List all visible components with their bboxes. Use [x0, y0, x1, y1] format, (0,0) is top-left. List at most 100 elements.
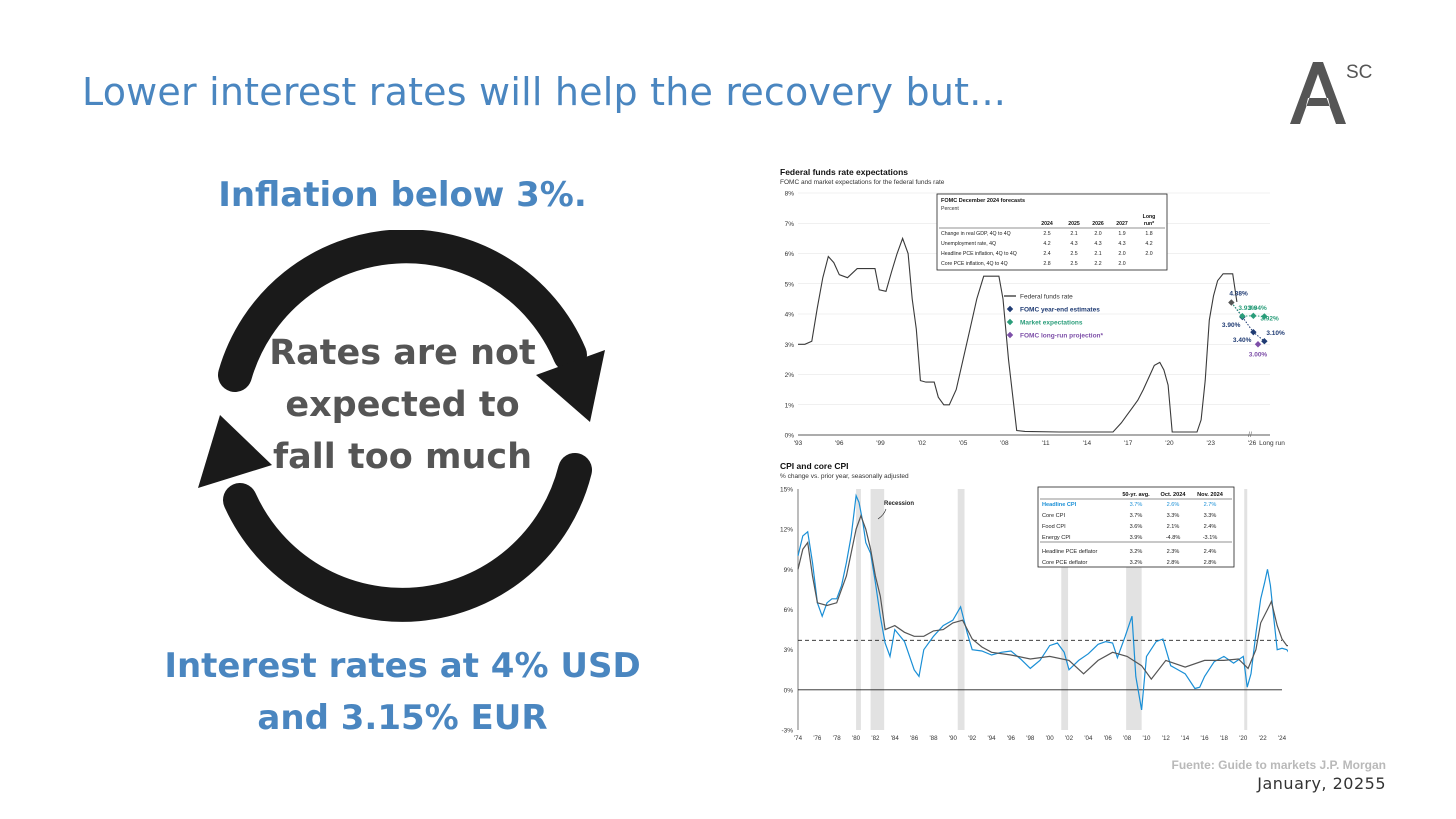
cpi-y-tick-label: 0% — [784, 687, 794, 694]
cpi-y-tick-label: 6% — [784, 607, 794, 614]
fed-y-tick-label: 5% — [785, 281, 795, 288]
fed-y-tick-label: 7% — [785, 221, 795, 228]
market-expectation-point — [1239, 312, 1246, 320]
cpi-table-cell: 3.3% — [1204, 513, 1217, 519]
fomc-estimate-label: 4.38% — [1229, 291, 1248, 298]
fomc-table-cell: 4.3 — [1118, 241, 1125, 247]
fomc-table-row-label: Headline PCE inflation, 4Q to 4Q — [941, 251, 1017, 257]
fomc-table-cell: 2.0 — [1094, 231, 1101, 237]
fomc-estimate-label: 3.90% — [1222, 322, 1241, 329]
market-expectation-label: 3.92% — [1260, 315, 1279, 322]
interest-headline: Interest rates at 4% USD and 3.15% EUR — [130, 640, 675, 744]
fomc-table-col-header: 2025 — [1068, 221, 1080, 227]
fomc-table-cell: 2.1 — [1070, 231, 1077, 237]
interest-headline-line: Interest rates at 4% USD — [164, 646, 641, 686]
logo-letter-a — [1290, 62, 1346, 124]
cpi-table-cell: 3.9% — [1130, 535, 1143, 541]
long-run-point — [1254, 341, 1262, 348]
fomc-table-row-label: Core PCE inflation, 4Q to 4Q — [941, 261, 1008, 267]
fomc-estimate-point — [1261, 338, 1268, 345]
cpi-table-cell: 3.6% — [1130, 524, 1143, 530]
cpi-table-cell: 3.3% — [1167, 513, 1180, 519]
cpi-table-cell: -4.8% — [1166, 535, 1181, 541]
legend-diamond-swatch — [1006, 331, 1014, 339]
cpi-table-cell: 2.7% — [1204, 502, 1217, 508]
cpi-y-tick-label: 15% — [780, 487, 793, 494]
fomc-estimate-label: 3.10% — [1266, 330, 1285, 337]
cpi-y-tick-label: 12% — [780, 527, 793, 534]
jpm-charts: Federal funds rate expectations FOMC and … — [780, 167, 1288, 742]
legend-diamond-swatch — [1006, 318, 1014, 326]
fomc-table-col-header: run* — [1144, 221, 1155, 227]
market-expectation-label: 3.94% — [1248, 305, 1267, 312]
fomc-table-cell: 4.2 — [1043, 241, 1050, 247]
cpi-x-tick-label: '12 — [1162, 735, 1171, 742]
fed-legend-label: Federal funds rate — [1020, 294, 1073, 301]
cpi-table-col-header: Nov. 2024 — [1197, 492, 1224, 498]
fomc-table-cell: 2.1 — [1094, 251, 1101, 257]
cpi-table-col-header: 50-yr. avg. — [1122, 492, 1150, 498]
cpi-x-tick-label: '82 — [871, 735, 880, 742]
cpi-x-tick-label: '76 — [813, 735, 822, 742]
fomc-table-col-header: Long — [1143, 214, 1156, 220]
recession-band — [1244, 489, 1248, 730]
cpi-x-tick-label: '16 — [1201, 735, 1210, 742]
cpi-table-cell: 2.8% — [1167, 560, 1180, 566]
cpi-table-row-label: Energy CPI — [1042, 535, 1071, 541]
fed-x-tick-label: '23 — [1206, 440, 1215, 447]
inflation-headline: Inflation below 3%. — [218, 175, 587, 215]
cpi-table-box — [1037, 486, 1235, 568]
center-text-line: expected to — [285, 385, 520, 425]
fomc-table-cell: 4.3 — [1094, 241, 1101, 247]
fomc-table-box — [936, 193, 1168, 271]
fomc-table-cell: 2.5 — [1070, 261, 1077, 267]
recession-label: Recession — [884, 501, 914, 507]
cpi-x-tick-label: '78 — [833, 735, 842, 742]
fed-x-tick-label: '17 — [1124, 440, 1133, 447]
cpi-table-row-label: Core PCE deflator — [1042, 560, 1088, 566]
fed-x-tick-label: '02 — [918, 440, 927, 447]
fomc-table-cell: 2.0 — [1118, 261, 1125, 267]
fed-y-tick-label: 3% — [785, 342, 795, 349]
axis-break-icon: // — [1248, 432, 1252, 439]
fomc-table-subtitle: Percent — [941, 206, 959, 212]
cpi-table-cell: 2.8% — [1204, 560, 1217, 566]
cpi-table-row-label: Food CPI — [1042, 524, 1066, 530]
cpi-table-cell: 2.6% — [1167, 502, 1180, 508]
cycle-arrows — [198, 230, 605, 622]
recession-band — [856, 489, 861, 730]
market-expectation-label: 3.93% — [1238, 305, 1257, 312]
fed-x-tick-label: '96 — [835, 440, 844, 447]
center-text-line: fall too much — [272, 437, 533, 477]
cpi-table-col-header: Oct. 2024 — [1161, 492, 1187, 498]
cpi-table-row-label: Headline PCE deflator — [1042, 549, 1097, 555]
cpi-x-tick-label: '22 — [1259, 735, 1268, 742]
long-run-label: 3.00% — [1249, 351, 1268, 358]
fomc-table-col-header: 2027 — [1116, 221, 1128, 227]
cpi-table-cell: 2.4% — [1204, 549, 1217, 555]
cpi-x-tick-label: '96 — [1007, 735, 1016, 742]
cpi-table-cell: 2.1% — [1167, 524, 1180, 530]
fomc-table-title: FOMC December 2024 forecasts — [941, 198, 1025, 204]
interest-headline-line: and 3.15% EUR — [257, 698, 548, 738]
top-arrow-head-icon — [536, 350, 605, 422]
fed-x-tick-label: '11 — [1042, 440, 1050, 447]
market-expectation-point — [1250, 312, 1257, 320]
cpi-x-tick-label: '04 — [1084, 735, 1093, 742]
fed-x-tick-label: '05 — [959, 440, 968, 447]
cpi-table-cell: 2.4% — [1204, 524, 1217, 530]
fed-x-tick-label: '26 — [1248, 440, 1257, 447]
cpi-table-cell: 2.3% — [1167, 549, 1180, 555]
legend-diamond-swatch — [1006, 305, 1014, 313]
cpi-x-tick-label: '02 — [1065, 735, 1074, 742]
cpi-table-cell: 3.2% — [1130, 560, 1143, 566]
fomc-table-cell: 2.0 — [1118, 251, 1125, 257]
fed-x-tick-label: '14 — [1083, 440, 1092, 447]
fed-chart-subtitle: FOMC and market expectations for the fed… — [780, 179, 945, 186]
cpi-table-cell: 3.2% — [1130, 549, 1143, 555]
fed-legend-label: FOMC year-end estimates — [1020, 307, 1100, 314]
fed-legend-label: Market expectations — [1020, 320, 1083, 327]
cpi-x-tick-label: '18 — [1220, 735, 1229, 742]
logo-sup: SC — [1346, 62, 1372, 83]
cpi-chart-subtitle: % change vs. prior year, seasonally adju… — [780, 473, 909, 480]
